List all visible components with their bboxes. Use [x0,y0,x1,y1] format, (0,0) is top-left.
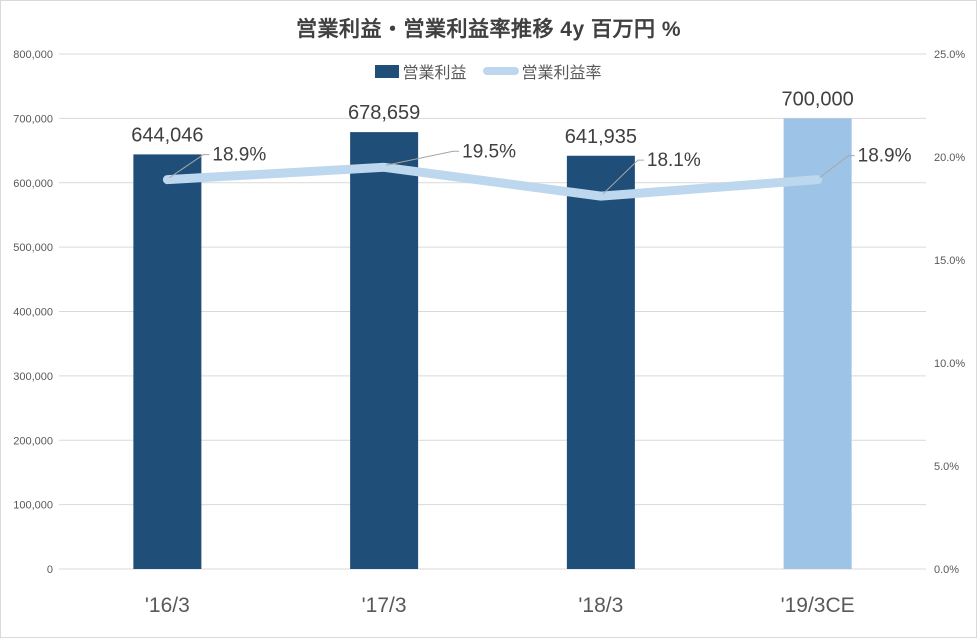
line-point-label: 18.9% [858,146,912,167]
line-series [162,162,823,201]
x-axis-label: '19/3CE [781,594,855,617]
leader-line [169,154,210,179]
chart-legend: 営業利益 営業利益率 [1,59,976,83]
left-axis-tick-label: 100,000 [13,500,53,512]
left-axis-tick-label: 600,000 [13,178,53,190]
left-axis-tick-label: 400,000 [13,307,53,319]
leader-line [819,155,855,179]
right-axis-tick-label: 0.0% [934,564,959,576]
bar [350,132,419,569]
bar-series-swatch-icon [375,64,400,78]
legend-label: 営業利益率 [521,65,602,82]
leader-line [386,150,460,166]
bar [783,118,852,569]
bar-value-label: 644,046 [131,124,203,146]
legend-item-operating-profit: 営業利益 [375,59,467,83]
line-point-label: 19.5% [462,141,516,162]
right-axis-tick-label: 20.0% [934,152,965,164]
left-axis-tick-label: 800,000 [13,49,53,61]
left-axis-tick-label: 500,000 [13,242,53,254]
chart-title: 営業利益・営業利益率推移 4y 百万円 % [295,18,682,41]
right-axis-tick-label: 25.0% [934,49,965,61]
x-axis-label: '18/3 [578,594,623,617]
left-axis-tick-label: 200,000 [13,435,53,447]
x-axis-label: '17/3 [362,594,407,617]
bar-value-label: 678,659 [348,102,420,124]
legend-item-operating-margin: 営業利益率 [482,59,602,83]
right-axis-tick-label: 10.0% [934,358,965,370]
bar [566,155,635,570]
bar-value-label: 700,000 [781,88,853,110]
bar [133,154,202,569]
right-axis-tick-label: 5.0% [934,461,959,473]
left-axis-tick-label: 0 [47,564,53,576]
line-point-label: 18.1% [647,150,701,171]
right-axis-tick-label: 15.0% [934,255,965,267]
x-axis-label: '16/3 [145,594,190,617]
left-axis-tick-label: 300,000 [13,371,53,383]
bar-value-label: 641,935 [565,126,637,148]
leader-line [602,159,644,195]
line-point-label: 18.9% [212,145,266,166]
legend-label: 営業利益 [402,65,467,82]
left-axis-tick-label: 700,000 [13,113,53,125]
line-series-swatch-icon [482,67,519,75]
